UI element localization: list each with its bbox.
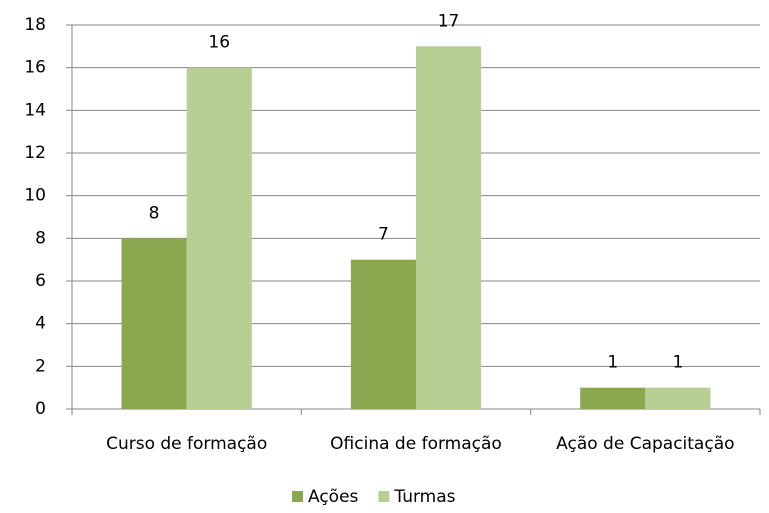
bar xyxy=(350,259,416,409)
legend-label: Turmas xyxy=(393,487,455,507)
y-tick-label: 16 xyxy=(24,58,46,78)
y-tick-label: 14 xyxy=(24,100,46,120)
data-label: 16 xyxy=(208,33,230,53)
bar xyxy=(645,387,711,409)
y-tick-label: 18 xyxy=(24,15,46,35)
y-tick-label: 6 xyxy=(35,271,46,291)
bar xyxy=(186,67,252,410)
bar xyxy=(121,238,187,409)
data-label: 7 xyxy=(378,225,389,245)
y-tick-label: 0 xyxy=(35,399,46,419)
data-label: 8 xyxy=(149,203,160,223)
x-tick-label: Ação de Capacitação xyxy=(556,434,734,454)
data-label: 1 xyxy=(607,353,618,373)
data-label: 17 xyxy=(438,11,460,31)
bar xyxy=(580,387,646,409)
bar xyxy=(416,46,482,409)
y-tick-label: 4 xyxy=(35,314,46,334)
data-label: 1 xyxy=(672,353,683,373)
legend-swatch xyxy=(378,491,390,502)
y-tick-label: 10 xyxy=(24,186,46,206)
legend-label: Ações xyxy=(308,487,359,507)
y-tick-label: 12 xyxy=(24,143,46,163)
x-tick-label: Curso de formação xyxy=(106,434,267,454)
y-tick-label: 8 xyxy=(35,228,46,248)
y-tick-label: 2 xyxy=(35,356,46,376)
x-tick-label: Oficina de formação xyxy=(330,434,502,454)
legend-swatch xyxy=(292,491,303,502)
